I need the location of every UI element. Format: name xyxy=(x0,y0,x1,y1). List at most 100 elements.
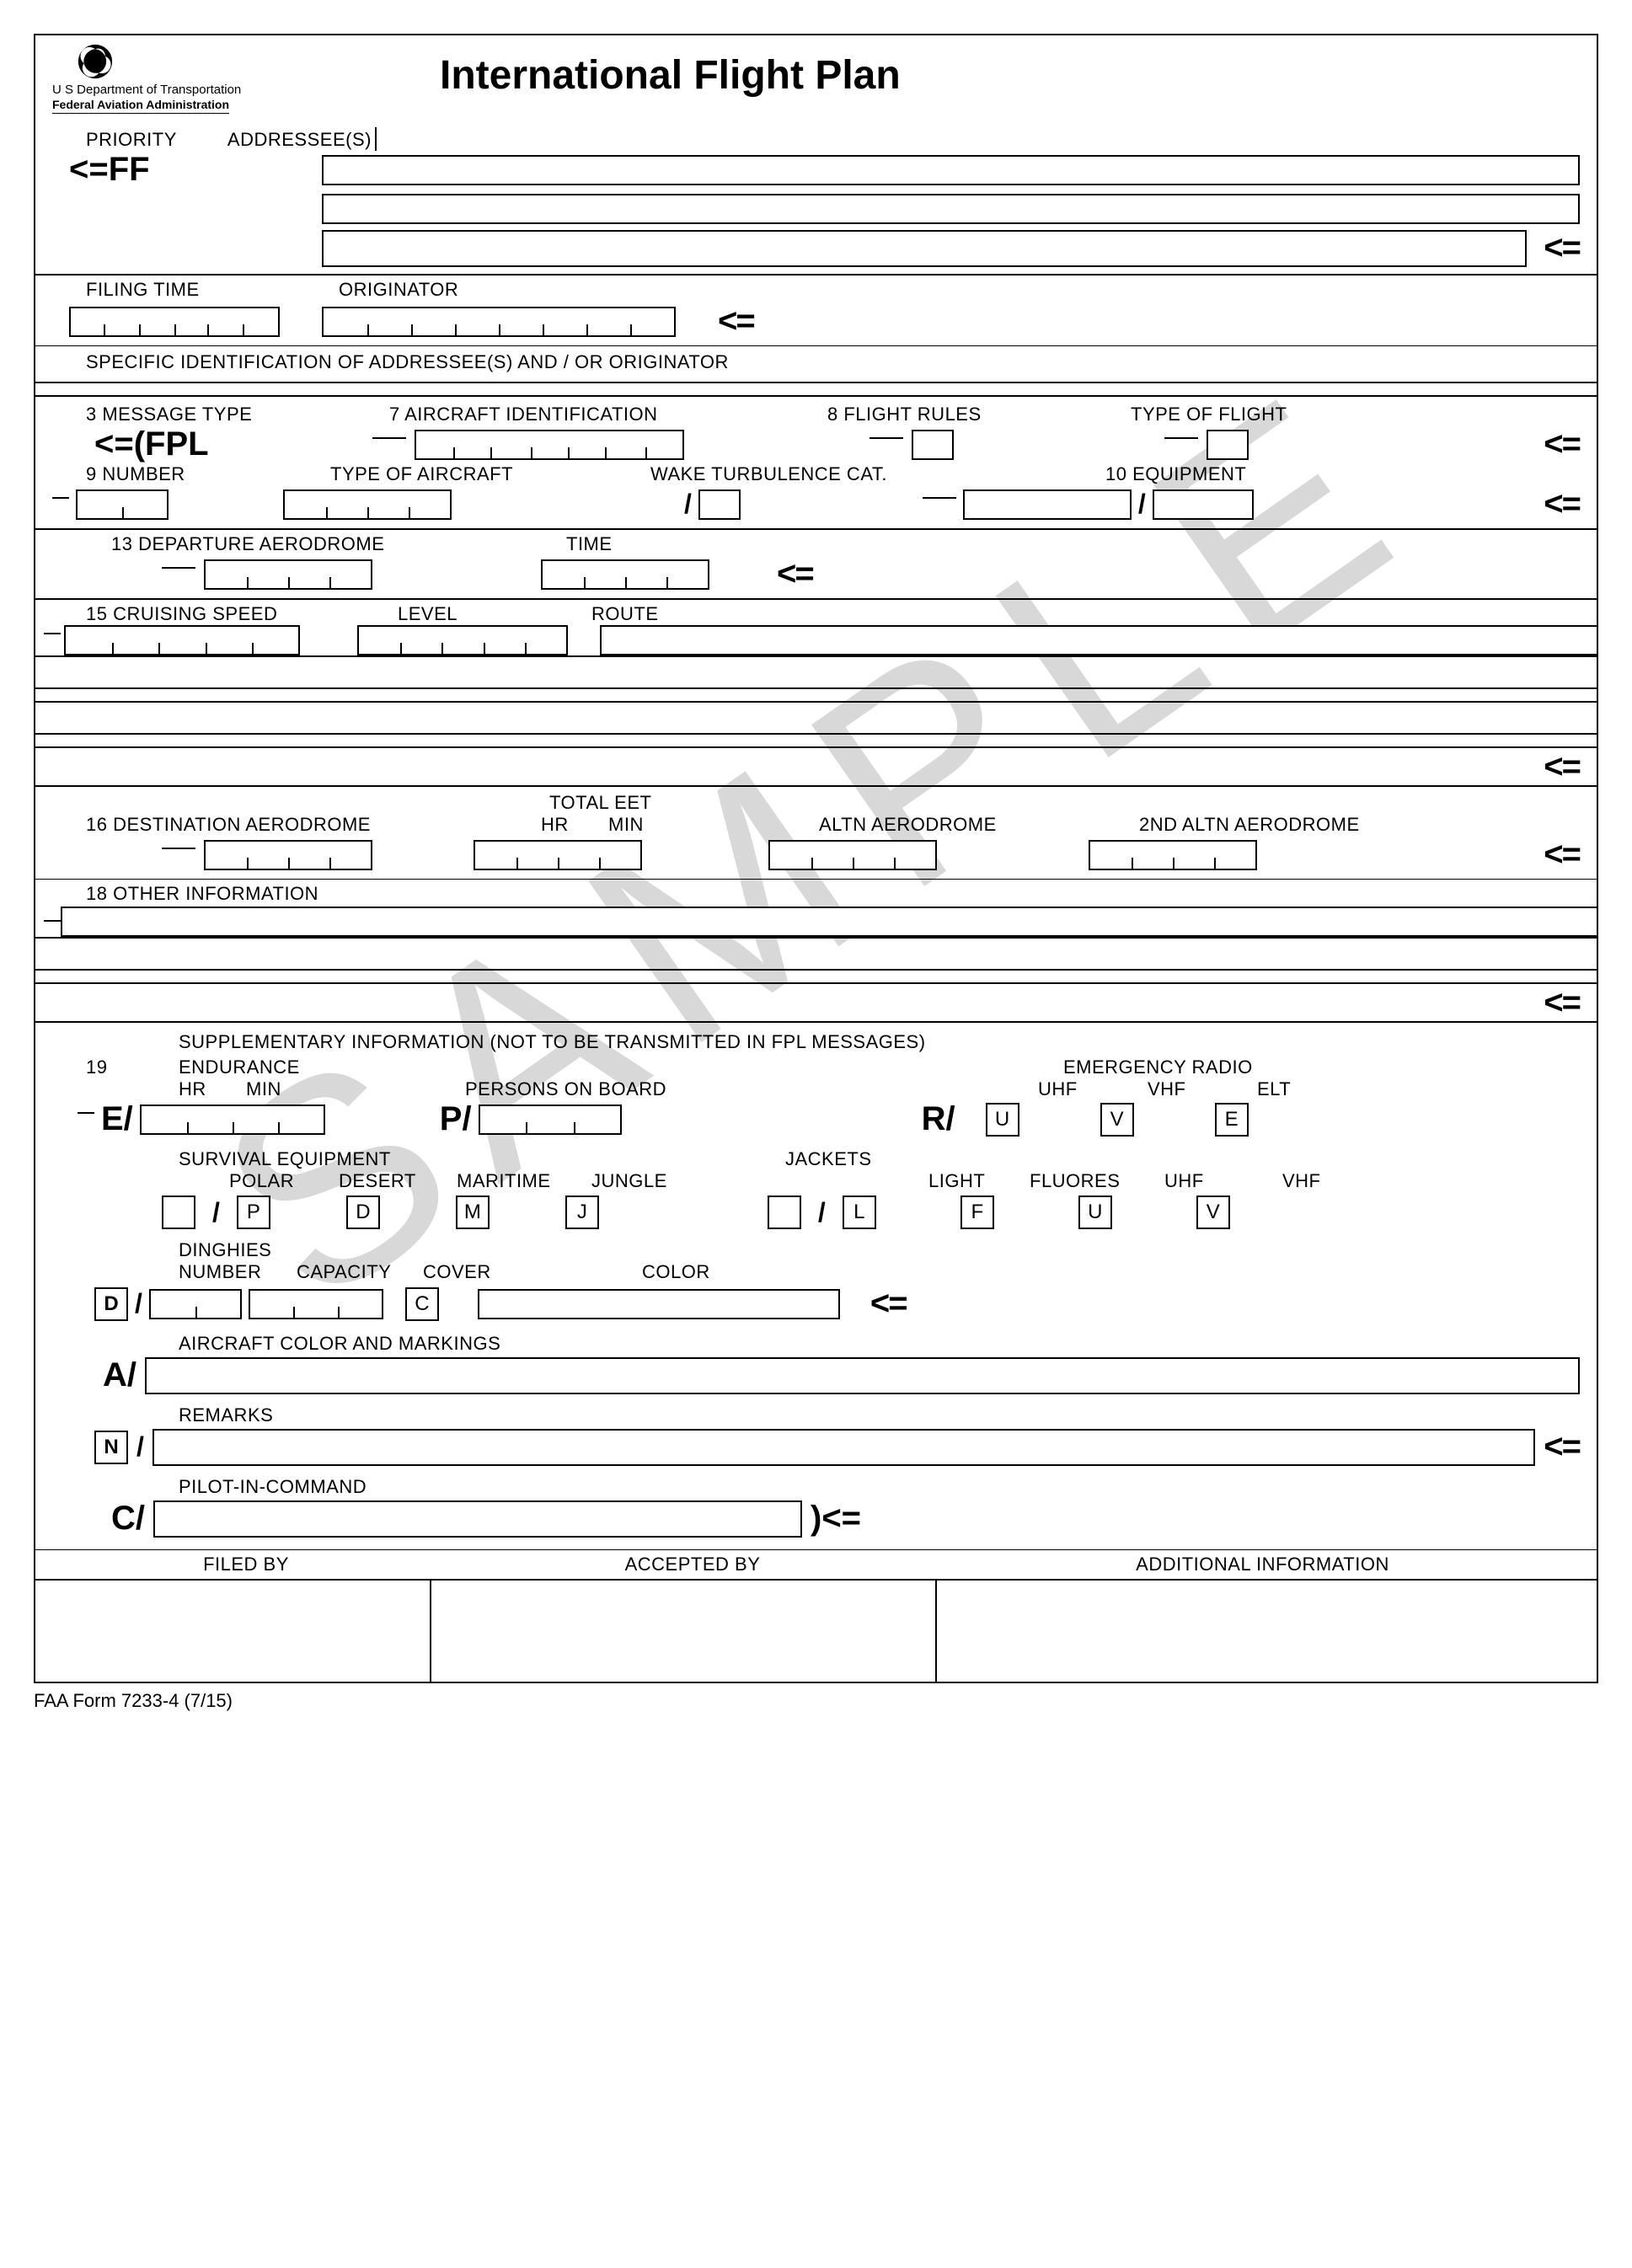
label-cover: COVER xyxy=(423,1261,642,1283)
label-dep-aero: 13 DEPARTURE AERODROME xyxy=(111,533,566,555)
dash xyxy=(1164,437,1198,439)
label-supp-info: SUPPLEMENTARY INFORMATION (NOT TO BE TRA… xyxy=(35,1023,1597,1056)
label-emerg-radio: EMERGENCY RADIO xyxy=(1063,1056,1253,1078)
arrow-2: <= xyxy=(718,302,754,340)
cruising-input[interactable] xyxy=(64,625,300,655)
label-endurance: ENDURANCE xyxy=(179,1056,768,1078)
code-E[interactable]: E xyxy=(1215,1103,1249,1137)
code-F[interactable]: F xyxy=(960,1196,994,1229)
code-P[interactable]: P xyxy=(237,1196,270,1229)
eet-input[interactable] xyxy=(474,840,642,870)
addressee-line3[interactable] xyxy=(322,230,1527,267)
label-cruising: 15 CRUISING SPEED xyxy=(86,603,398,625)
pilot-input[interactable] xyxy=(153,1500,802,1538)
originator-input[interactable] xyxy=(322,307,676,337)
wake-input[interactable] xyxy=(698,489,741,520)
label-vhf2: VHF xyxy=(1282,1170,1321,1192)
endurance-input[interactable] xyxy=(140,1105,325,1135)
number9-input[interactable] xyxy=(76,489,169,520)
code-L[interactable]: L xyxy=(843,1196,876,1229)
addl-info-cell[interactable] xyxy=(937,1581,1597,1682)
label-priority: PRIORITY xyxy=(86,129,177,151)
arrow-6: <= xyxy=(1544,748,1580,786)
label-color: COLOR xyxy=(642,1261,710,1283)
filed-by-cell[interactable] xyxy=(35,1581,431,1682)
code-V[interactable]: V xyxy=(1100,1103,1134,1137)
aircraft-color-input[interactable] xyxy=(145,1357,1580,1394)
label-min2: MIN xyxy=(246,1078,465,1100)
code-U[interactable]: U xyxy=(986,1103,1019,1137)
type-of-flight-input[interactable] xyxy=(1207,430,1249,460)
footer-cells xyxy=(35,1579,1597,1682)
label-accepted-by: ACCEPTED BY xyxy=(440,1554,945,1575)
dinghy-number-input[interactable] xyxy=(149,1289,242,1319)
persons-input[interactable] xyxy=(479,1105,622,1135)
label-survival: SURVIVAL EQUIPMENT xyxy=(179,1148,785,1170)
label-uhf: UHF xyxy=(1038,1078,1148,1100)
slash: / xyxy=(135,1288,142,1319)
survival-blank[interactable] xyxy=(162,1196,195,1229)
label-number: NUMBER xyxy=(179,1261,297,1283)
flight-rules-input[interactable] xyxy=(912,430,954,460)
prefix-D: D xyxy=(94,1287,128,1321)
dinghy-capacity-input[interactable] xyxy=(249,1289,383,1319)
code-V2[interactable]: V xyxy=(1196,1196,1230,1229)
label-flight-rules: 8 FLIGHT RULES xyxy=(827,404,1131,425)
arrow-9: <= xyxy=(870,1285,907,1323)
code-C[interactable]: C xyxy=(405,1287,439,1321)
arrow-5: <= xyxy=(777,555,813,593)
label-capacity: CAPACITY xyxy=(297,1261,423,1283)
dep-aero-input[interactable] xyxy=(204,559,372,590)
dash xyxy=(44,920,61,922)
label-hr: HR xyxy=(541,814,608,836)
altn-input[interactable] xyxy=(768,840,937,870)
dest-aero-input[interactable] xyxy=(204,840,372,870)
label-total-eet: TOTAL EET xyxy=(549,792,1580,814)
dash xyxy=(870,437,903,439)
label-other-info: 18 OTHER INFORMATION xyxy=(35,880,1597,907)
header: U S Department of Transportation Federal… xyxy=(35,35,1597,114)
slash: / xyxy=(684,489,692,520)
route-input-1[interactable] xyxy=(600,625,1597,655)
code-J[interactable]: J xyxy=(565,1196,599,1229)
dash xyxy=(52,497,69,499)
agency-line1: U S Department of Transportation xyxy=(52,83,241,98)
altn2-input[interactable] xyxy=(1089,840,1257,870)
jacket-blank[interactable] xyxy=(768,1196,801,1229)
code-M[interactable]: M xyxy=(456,1196,490,1229)
dinghy-color-input[interactable] xyxy=(478,1289,840,1319)
label-altn2: 2ND ALTN AERODROME xyxy=(1139,814,1360,836)
fpl-marker: <=(FPL xyxy=(94,425,364,463)
level-input[interactable] xyxy=(357,625,568,655)
label-specific-id: SPECIFIC IDENTIFICATION OF ADDRESSEE(S) … xyxy=(35,346,1597,382)
addressee-line1[interactable] xyxy=(322,155,1580,185)
aircraft-id-input[interactable] xyxy=(415,430,684,460)
dash xyxy=(78,1112,94,1114)
label-maritime: MARITIME xyxy=(457,1170,591,1192)
code-U2[interactable]: U xyxy=(1078,1196,1112,1229)
label-wake: WAKE TURBULENCE CAT. xyxy=(650,463,1105,485)
dep-time-input[interactable] xyxy=(541,559,709,590)
aircraft-type-input[interactable] xyxy=(283,489,452,520)
code-D[interactable]: D xyxy=(346,1196,380,1229)
form-title: International Flight Plan xyxy=(440,52,901,99)
other-info-input[interactable] xyxy=(61,907,1597,937)
label-type-of-aircraft: TYPE OF AIRCRAFT xyxy=(330,463,650,485)
arrow-4: <= xyxy=(1544,485,1580,523)
prefix-R: R/ xyxy=(922,1100,955,1138)
label-equipment: 10 EQUIPMENT xyxy=(1105,463,1246,485)
prefix-C: C/ xyxy=(111,1500,145,1538)
dash xyxy=(372,437,406,439)
dash xyxy=(44,633,61,634)
label-pilot: PILOT-IN-COMMAND xyxy=(35,1476,1597,1500)
remarks-input[interactable] xyxy=(152,1429,1535,1466)
addressee-line2[interactable] xyxy=(322,194,1580,224)
equipment-b-input[interactable] xyxy=(1153,489,1254,520)
slash: / xyxy=(212,1197,220,1228)
arrow-1: <= xyxy=(1544,229,1580,267)
filing-time-input[interactable] xyxy=(69,307,280,337)
arrow-10: <= xyxy=(1544,1428,1580,1466)
arrow-8: <= xyxy=(1544,984,1580,1022)
equipment-a-input[interactable] xyxy=(963,489,1132,520)
accepted-by-cell[interactable] xyxy=(431,1581,937,1682)
